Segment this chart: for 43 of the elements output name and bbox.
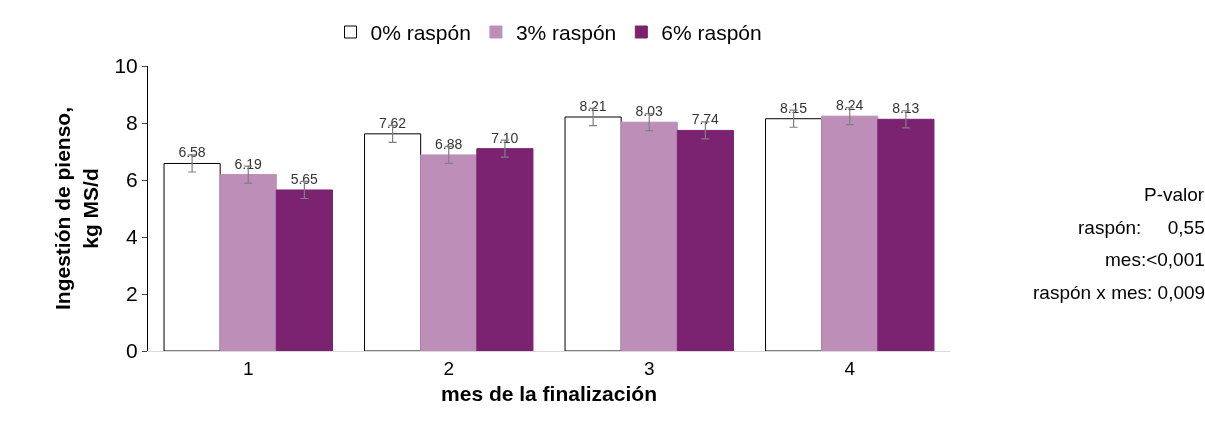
data-label: 8.24 (836, 97, 864, 114)
y-tick-label: 8 (126, 111, 138, 135)
data-label: 5.65 (290, 170, 319, 187)
y-tick-label: 0 (126, 339, 138, 363)
data-label: 7.74 (691, 111, 720, 128)
data-label: 6.58 (178, 144, 206, 161)
y-axis-title: Ingestión de pienso, kg MS/d (51, 106, 102, 311)
data-label: 7.10 (491, 129, 519, 146)
x-tick-label: 2 (443, 357, 455, 379)
text: mes:<0,001 (1105, 249, 1205, 270)
x-axis-title: mes de la finalización (441, 382, 657, 405)
bar (420, 154, 478, 351)
x-tick-label: 3 (643, 357, 655, 379)
text: raspón: 0,55 (1078, 217, 1205, 238)
bar (564, 116, 622, 351)
x-tick-label: 4 (844, 357, 856, 379)
x-tick-label: 1 (242, 357, 254, 379)
bar (676, 129, 734, 351)
data-label: 8.21 (579, 98, 607, 115)
y-tick-label: 2 (126, 282, 138, 306)
bar (821, 115, 879, 351)
data-label: 6.19 (234, 155, 262, 172)
data-label: 8.13 (892, 100, 920, 117)
legend-label: 0% raspón (370, 21, 471, 45)
bar (476, 148, 534, 351)
bar (620, 121, 678, 351)
legend-label: 3% raspón (515, 21, 617, 45)
bar (163, 162, 221, 351)
bar (219, 174, 277, 351)
bar (765, 118, 823, 351)
text: raspón x mes: 0,009 (1033, 282, 1205, 303)
bar (275, 189, 333, 351)
legend-label: 6% raspón (661, 21, 762, 45)
y-tick-label: 6 (126, 168, 138, 192)
data-label: 7.62 (378, 114, 407, 131)
data-label: 8.03 (635, 103, 663, 120)
y-tick-label: 4 (126, 225, 139, 249)
text: P-valor (1144, 184, 1205, 205)
data-label: 8.15 (779, 99, 808, 116)
bar (364, 133, 422, 351)
y-tick-label: 10 (114, 54, 138, 78)
data-label: 6.88 (435, 135, 463, 152)
bar (877, 118, 935, 351)
